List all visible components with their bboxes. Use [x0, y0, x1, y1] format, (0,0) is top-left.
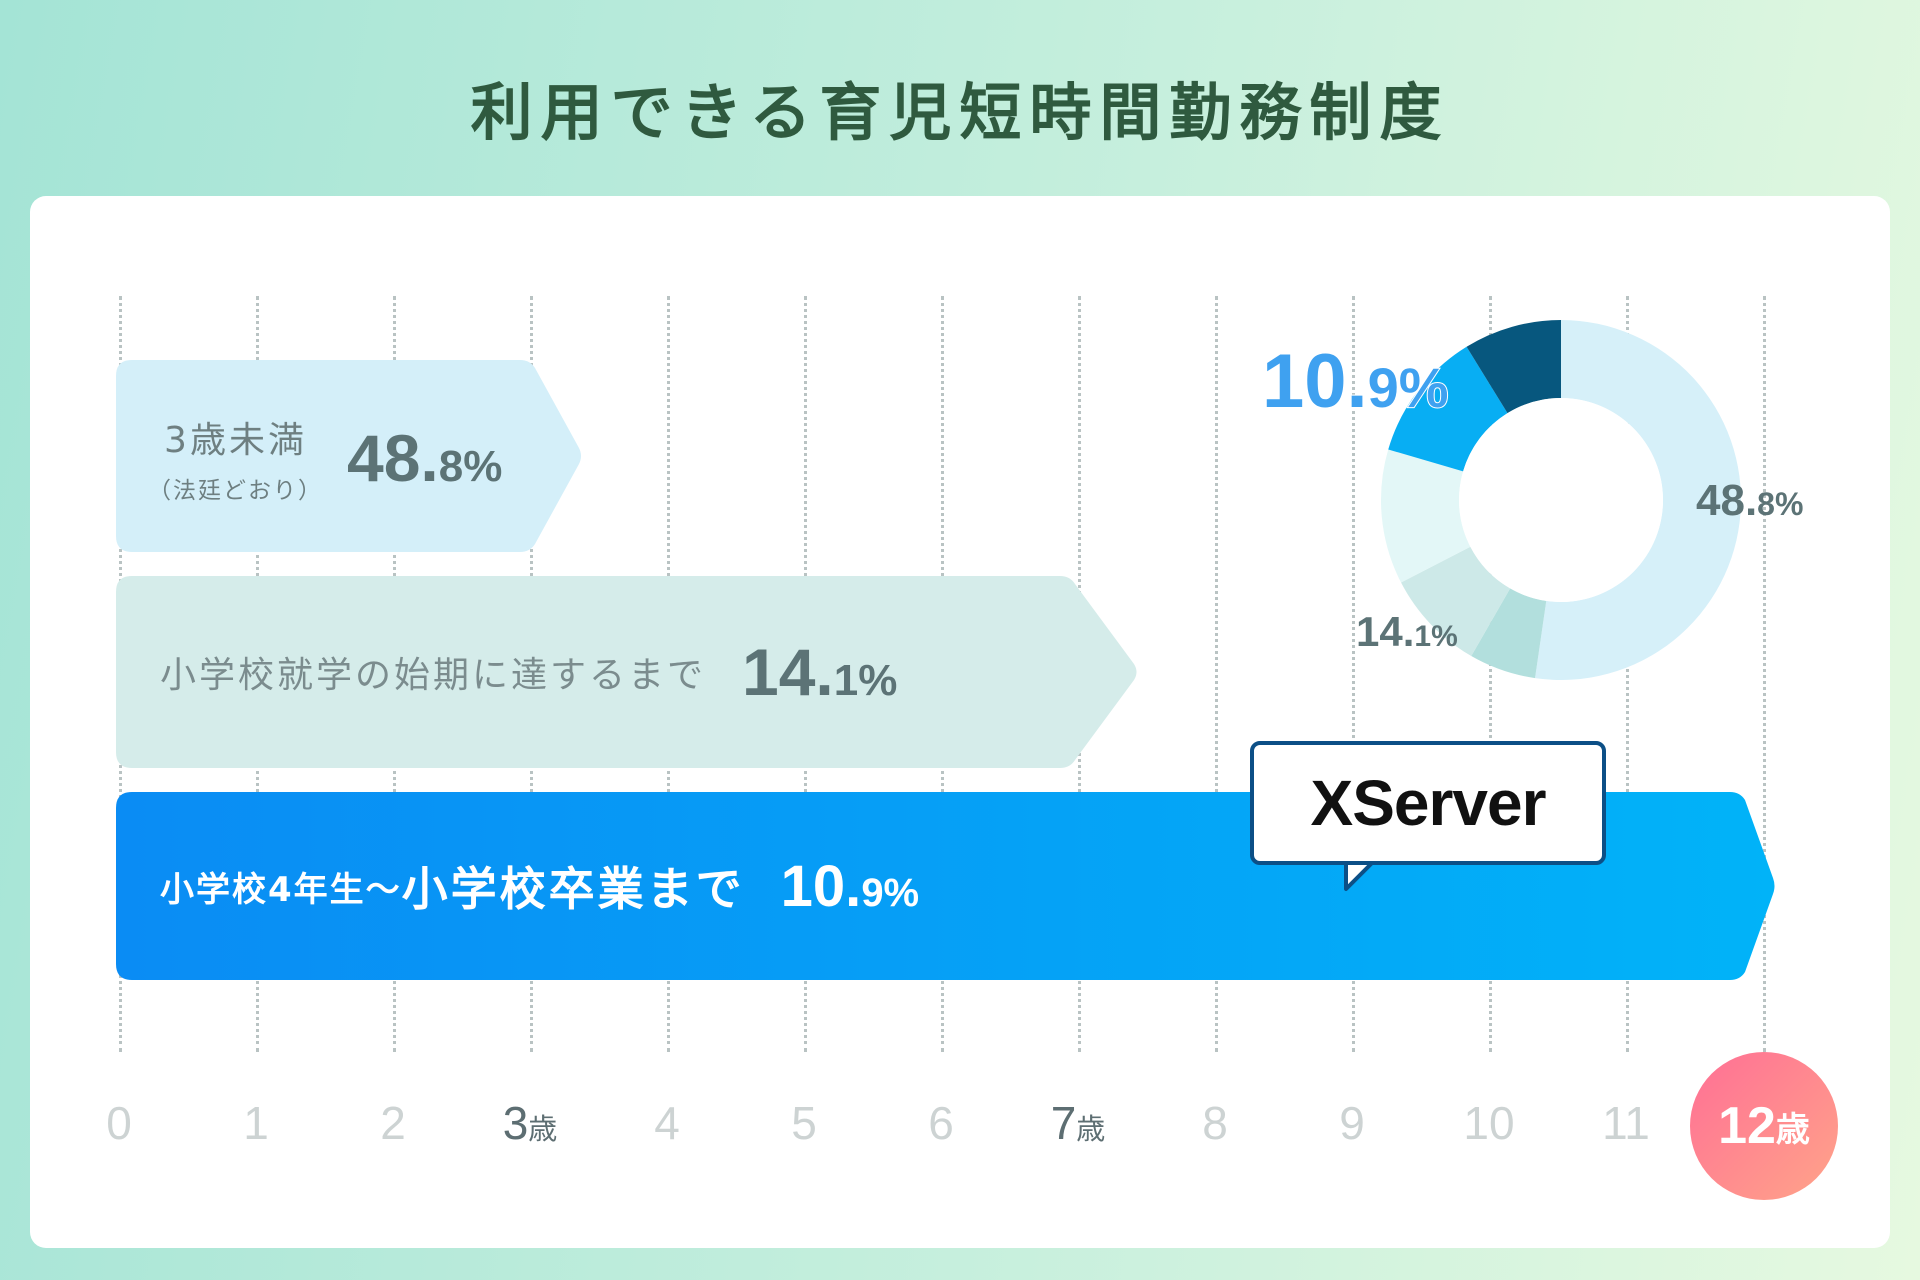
bar-3-years-sublabel: （法廷どおり） [148, 478, 323, 504]
x-tick-label: 6 [928, 1097, 954, 1149]
x-tick-label: 0 [106, 1097, 132, 1149]
donut-slice-48-8 [1535, 320, 1741, 680]
x-tick-label: 1 [243, 1097, 269, 1149]
donut-label-14-1: 14.1% [1356, 608, 1458, 655]
x-tick-label: 3歳 [502, 1097, 558, 1149]
x-tick-label: 11 [1602, 1097, 1650, 1149]
xserver-logo-bubble: XServer [1250, 741, 1606, 865]
x-tick-label: 5 [791, 1097, 817, 1149]
bar-3-years [116, 360, 581, 552]
bar-elementary-label-small: 小学校4年生〜 [160, 869, 402, 910]
x-tick-label: 4 [654, 1097, 680, 1149]
donut-label-10-9: 10.9% [1261, 338, 1450, 425]
bar-elementary-label-group: 小学校4年生〜 小学校卒業まで 10.9% [160, 792, 919, 980]
donut-hole [1459, 398, 1663, 602]
bar-3-years-label: 3歳未満 [164, 420, 307, 461]
age-12-badge: 12 歳 [1690, 1052, 1838, 1200]
bar-elementary-value: 10.9% [780, 853, 920, 919]
bar-3-years-label-group: 3歳未満 （法廷どおり） 48.8% [148, 374, 502, 542]
gridline-9 [1352, 296, 1355, 1052]
x-tick-label: 7歳 [1050, 1097, 1106, 1149]
gridline-8 [1215, 296, 1218, 1052]
x-tick-label: 10 [1463, 1097, 1515, 1149]
chart-card: 3歳未満 （法廷どおり） 48.8% 小学校就学の始期に達するまで 14.1% … [30, 196, 1890, 1248]
bar-school-start-label-group: 小学校就学の始期に達するまで 14.1% [160, 576, 897, 768]
donut-chart [1381, 320, 1741, 680]
bar-school-start-label: 小学校就学の始期に達するまで [160, 655, 707, 696]
donut-slice-10-9 [1388, 346, 1508, 472]
gridline-11 [1626, 296, 1629, 1052]
donut-slice-other [1381, 449, 1471, 583]
bar-elementary-label-big: 小学校卒業まで [401, 862, 745, 916]
page-title: 利用できる育児短時間勤務制度 [470, 76, 1450, 149]
donut-slice-14-1-a [1471, 588, 1547, 679]
donut-slice-14-1-b [1401, 546, 1511, 657]
gridline-12 [1763, 296, 1766, 1052]
x-tick-label: 9 [1339, 1097, 1365, 1149]
bar-school-start [116, 576, 1137, 768]
donut-label-48-8: 48.8% [1696, 476, 1804, 525]
bar-school-start-value: 14.1% [742, 635, 898, 709]
xserver-logo: XServer [1310, 767, 1547, 839]
gridline-10 [1489, 296, 1492, 1052]
donut-slice-remaining [1466, 320, 1561, 414]
x-tick-label: 8 [1202, 1097, 1228, 1149]
x-tick-label: 2 [380, 1097, 406, 1149]
bar-3-years-value: 48.8% [347, 421, 503, 495]
